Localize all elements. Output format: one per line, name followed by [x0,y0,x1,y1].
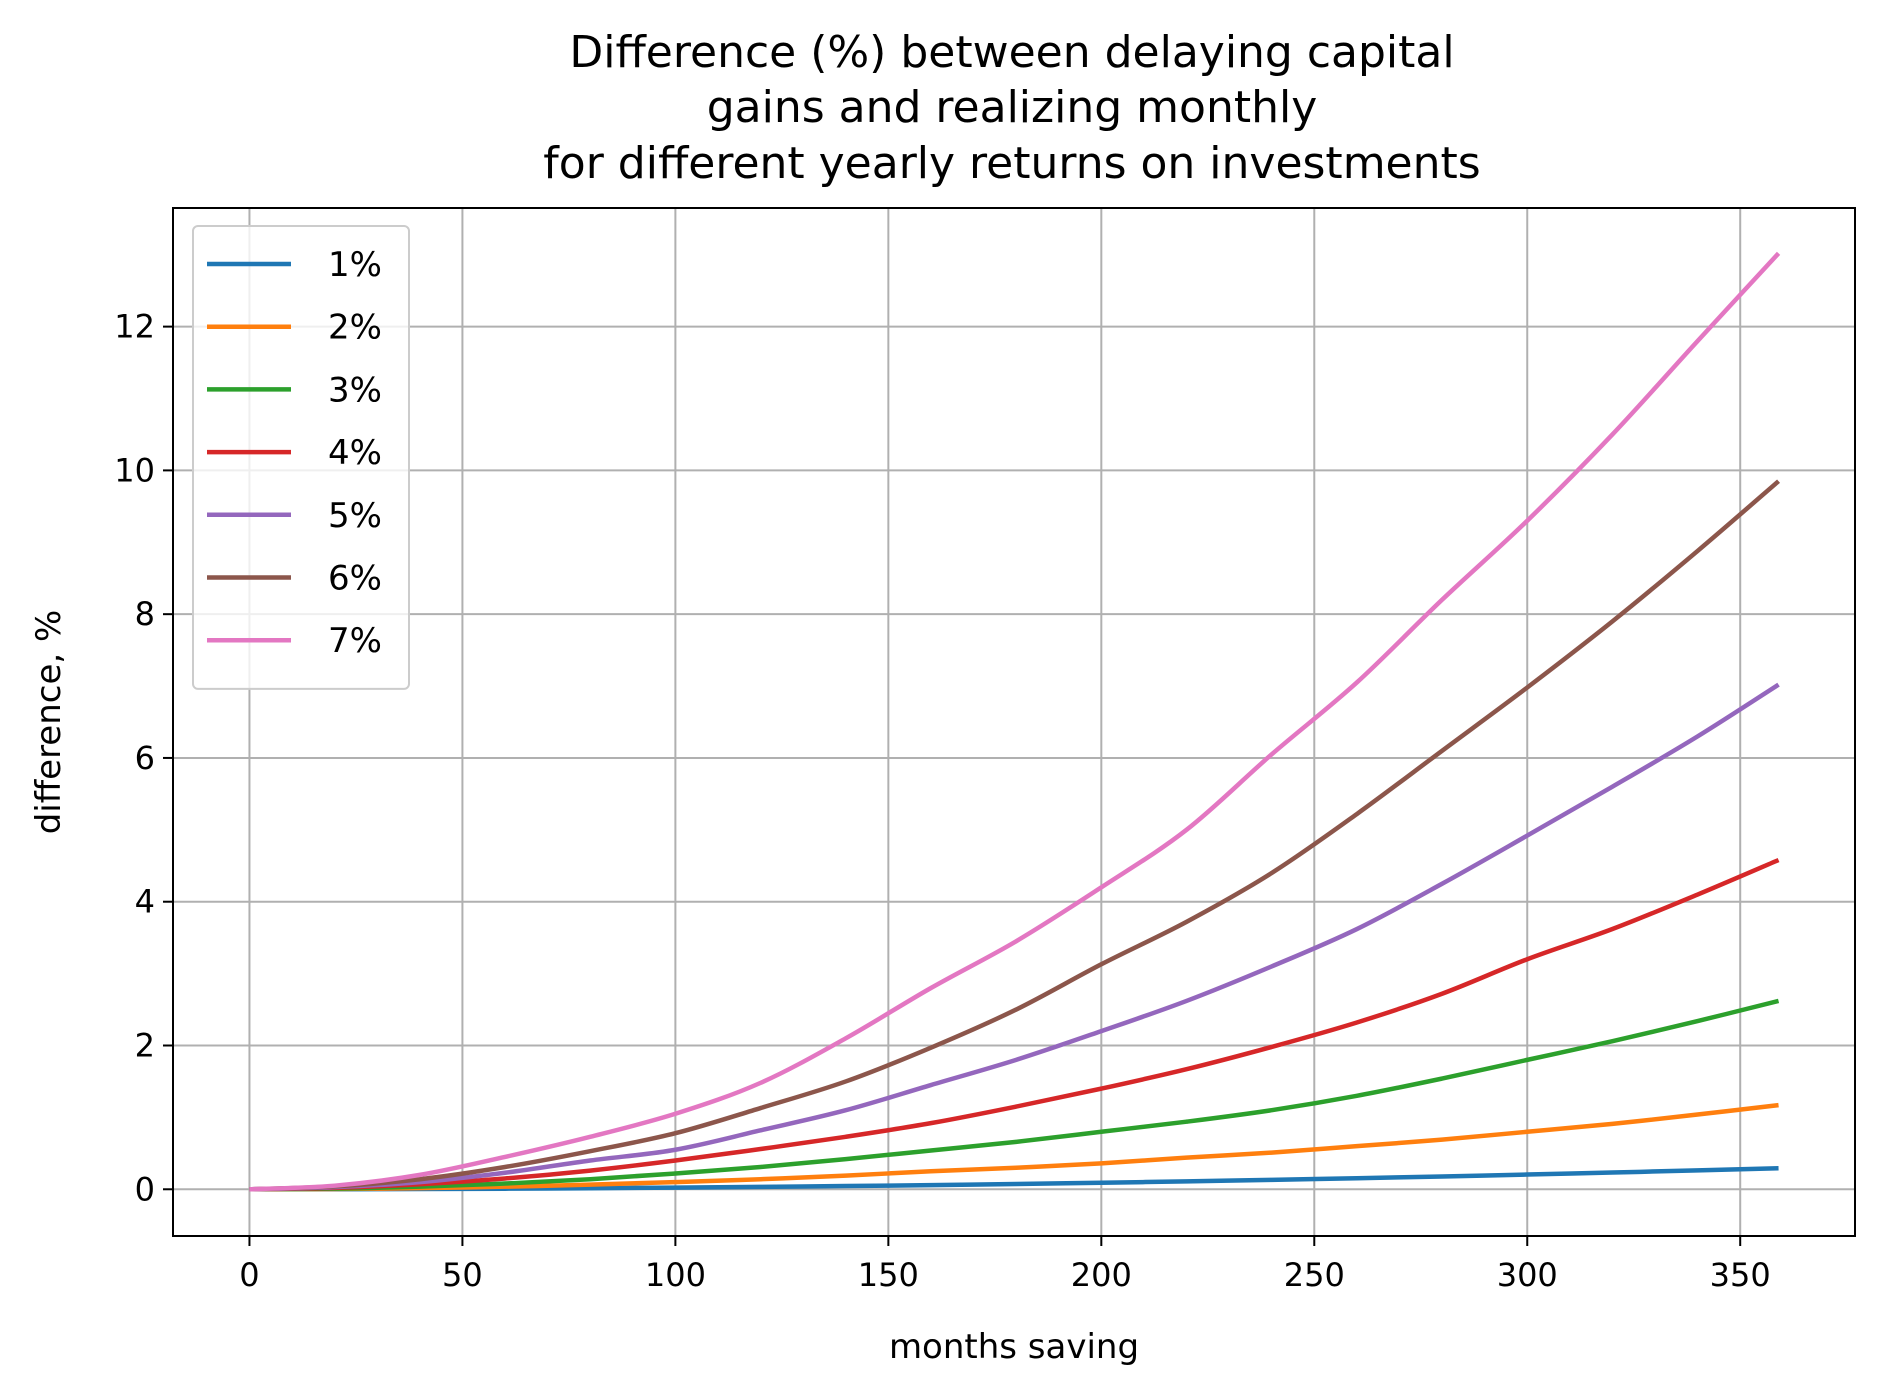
series-lines [249,251,1781,1192]
x-tick-label: 250 [1284,1256,1345,1294]
series-line-6pct [249,479,1781,1192]
x-tick-label: 50 [442,1256,483,1294]
chart-title-line-3: for different yearly returns on investme… [543,138,1480,189]
legend-label: 7% [328,621,382,661]
legend-label: 6% [328,559,382,599]
legend-label: 3% [328,370,382,410]
y-axis-label: difference, % [29,610,69,835]
legend-label: 5% [328,496,382,536]
y-tick-label: 0 [135,1170,155,1208]
x-axis-label: months saving [889,1327,1139,1367]
series-line-3pct [249,998,1780,1192]
legend-label: 1% [328,245,382,285]
plot-frame [172,207,1856,1237]
y-axis-ticks: 0 2 4 6 8 10 12 [114,308,173,1208]
legend-box [192,225,410,690]
y-tick-label: 6 [135,739,155,777]
y-tick-label: 10 [114,451,155,489]
legend-label: 4% [328,433,382,473]
y-tick-label: 2 [135,1026,155,1064]
series-line-4pct [249,857,1780,1192]
legend-label: 2% [328,308,382,348]
chart-title: Difference (%) between delaying capital … [543,27,1480,189]
x-tick-label: 100 [645,1256,706,1294]
series-line-7pct [249,251,1781,1192]
x-tick-label: 300 [1497,1256,1558,1294]
series-line-5pct [249,682,1780,1192]
x-tick-label: 0 [239,1256,259,1294]
legend: 1% 2% 3% 4% 5% 6% 7% [192,225,410,690]
chart-title-line-2: gains and realizing monthly [707,82,1317,133]
x-tick-label: 350 [1710,1256,1771,1294]
series-line-2pct [249,1102,1779,1192]
chart-title-line-1: Difference (%) between delaying capital [569,27,1454,78]
x-tick-label: 150 [858,1256,919,1294]
x-axis-ticks: 0 50 100 150 200 250 300 350 [239,1236,1771,1294]
y-tick-label: 8 [135,595,155,633]
y-tick-label: 4 [135,883,155,921]
x-tick-label: 200 [1071,1256,1132,1294]
y-tick-label: 12 [114,308,155,346]
